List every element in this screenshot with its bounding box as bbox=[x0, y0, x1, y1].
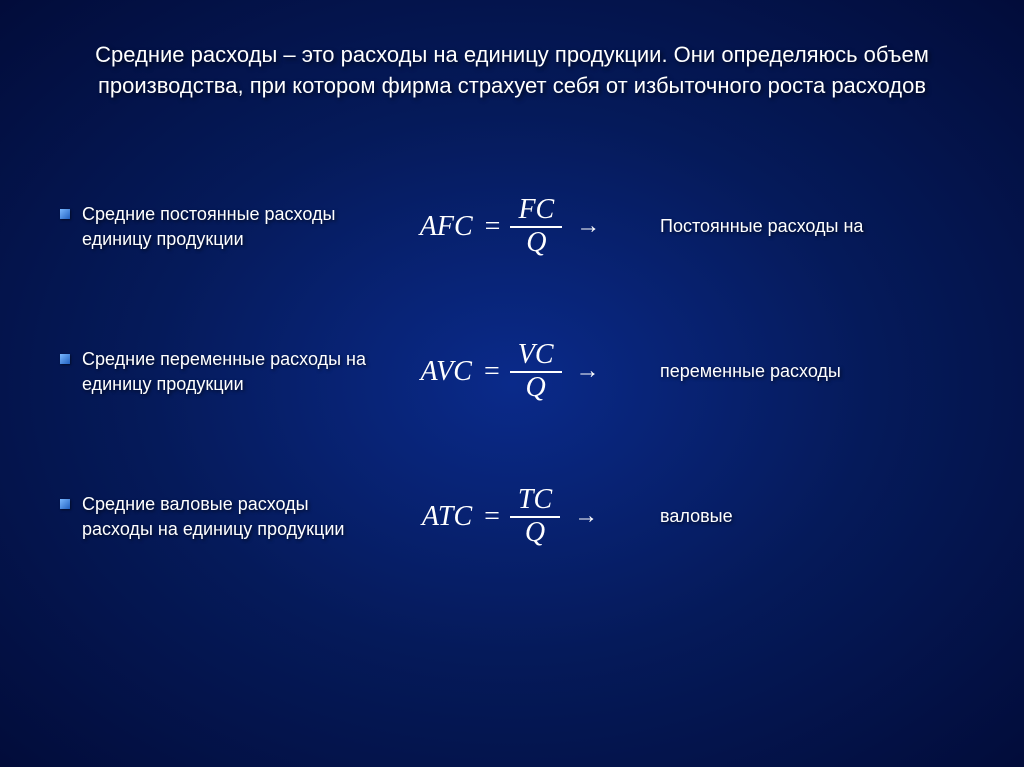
fraction: TC Q bbox=[510, 485, 560, 549]
numerator: FC bbox=[510, 195, 562, 226]
formula-afc: AFC = FC Q → bbox=[380, 195, 640, 259]
arrow-icon: → bbox=[574, 503, 598, 530]
arrow-icon: → bbox=[576, 213, 600, 240]
formula-lhs: AVC bbox=[420, 356, 472, 388]
right-label-atc: валовые bbox=[640, 504, 964, 528]
formula-atc: ATC = TC Q → bbox=[380, 485, 640, 549]
bullet-block-afc: Средние постоянные расходы единицу проду… bbox=[60, 202, 380, 251]
bullet-block-atc: Средние валовые расходы расходы на едини… bbox=[60, 492, 380, 541]
numerator: TC bbox=[510, 485, 560, 516]
bullet-icon bbox=[60, 354, 70, 364]
arrow-icon: → bbox=[576, 358, 600, 385]
right-label-avc: переменные расходы bbox=[640, 359, 964, 383]
right-label-afc: Постоянные расходы на bbox=[640, 214, 964, 238]
formula-avc: AVC = VC Q → bbox=[380, 340, 640, 404]
bullet-text-avc: Средние переменные расходы на единицу пр… bbox=[82, 347, 380, 396]
denominator: Q bbox=[517, 518, 553, 549]
bullet-icon bbox=[60, 499, 70, 509]
denominator: Q bbox=[518, 373, 554, 404]
slide-title: Средние расходы – это расходы на единицу… bbox=[60, 40, 964, 102]
denominator: Q bbox=[518, 228, 554, 259]
bullet-icon bbox=[60, 209, 70, 219]
fraction: VC Q bbox=[510, 340, 562, 404]
formula-lhs: ATC bbox=[422, 501, 472, 533]
bullet-text-afc: Средние постоянные расходы единицу проду… bbox=[82, 202, 380, 251]
equals-sign: = bbox=[485, 211, 501, 243]
row-atc: Средние валовые расходы расходы на едини… bbox=[60, 472, 964, 562]
fraction: FC Q bbox=[510, 195, 562, 259]
bullet-block-avc: Средние переменные расходы на единицу пр… bbox=[60, 347, 380, 396]
equals-sign: = bbox=[484, 501, 500, 533]
equals-sign: = bbox=[484, 356, 500, 388]
row-avc: Средние переменные расходы на единицу пр… bbox=[60, 327, 964, 417]
formula-lhs: AFC bbox=[420, 211, 473, 243]
row-afc: Средние постоянные расходы единицу проду… bbox=[60, 182, 964, 272]
bullet-text-atc: Средние валовые расходы расходы на едини… bbox=[82, 492, 380, 541]
numerator: VC bbox=[510, 340, 562, 371]
